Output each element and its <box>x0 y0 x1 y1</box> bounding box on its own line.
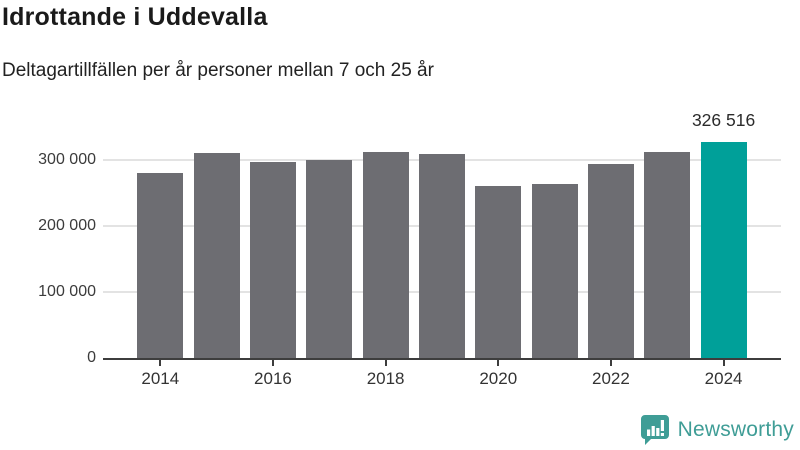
x-axis-tick-2014 <box>159 360 162 366</box>
bar-2015 <box>193 153 240 358</box>
x-axis-tick-label-2014: 2014 <box>141 369 180 388</box>
bar-2022 <box>587 163 634 358</box>
bar-2023 <box>644 152 691 358</box>
highlight-bar-value-label: 326 516 <box>691 110 756 130</box>
x-axis-tick-2022 <box>609 360 612 366</box>
x-axis-tick-2016 <box>271 360 274 366</box>
x-axis-line <box>103 358 781 360</box>
x-axis-tick-label-2020: 2020 <box>479 369 518 388</box>
bar-2018 <box>362 152 409 358</box>
y-axis-tick-label: 300 000 <box>38 151 96 168</box>
x-axis-tick-label-2022: 2022 <box>592 369 630 388</box>
x-axis-tick-2024 <box>722 360 725 366</box>
bar-2020 <box>475 185 522 358</box>
bar-chart-speech-bubble-icon <box>639 413 671 446</box>
brand-name: Newsworthy <box>677 417 794 441</box>
bar-2024 <box>700 142 747 358</box>
x-axis-tick-label-2016: 2016 <box>254 369 292 388</box>
x-axis-tick-label-2018: 2018 <box>366 369 405 388</box>
y-axis-tick-label: 200 000 <box>38 217 96 234</box>
bar-2014 <box>137 173 184 358</box>
bar-2021 <box>531 183 578 358</box>
x-axis-tick-2020 <box>497 360 500 366</box>
bar-2016 <box>249 161 296 358</box>
x-axis-tick-label-2024: 2024 <box>704 369 743 388</box>
bar-2019 <box>418 154 465 358</box>
x-axis-tick-2018 <box>384 360 387 366</box>
y-axis-tick-label: 100 000 <box>38 283 96 300</box>
bar-2017 <box>306 160 353 358</box>
chart-title: Idrottande i Uddevalla <box>2 3 268 31</box>
speech-bubble-shape <box>640 415 669 445</box>
y-axis-tick-label: 0 <box>87 349 96 366</box>
chart-subtitle: Deltagartillfällen per år personer mella… <box>2 60 434 81</box>
newsworthy-logo[interactable]: Newsworthy <box>639 413 794 446</box>
